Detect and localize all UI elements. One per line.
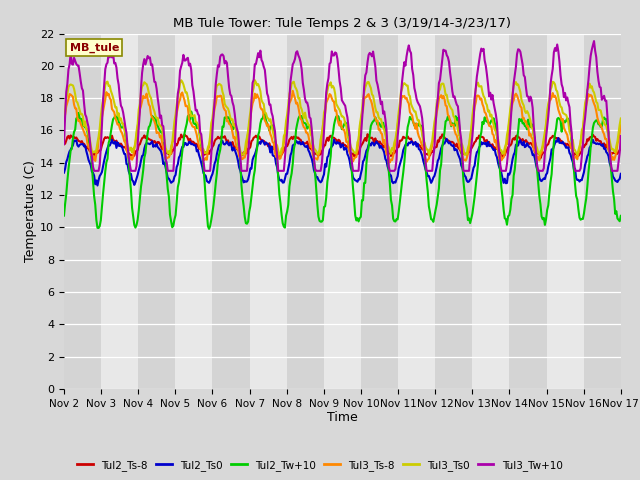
Bar <box>435 34 472 389</box>
Bar <box>287 34 324 389</box>
Legend: Tul2_Ts-8, Tul2_Ts0, Tul2_Tw+10, Tul3_Ts-8, Tul3_Ts0, Tul3_Tw+10: Tul2_Ts-8, Tul2_Ts0, Tul2_Tw+10, Tul3_Ts… <box>73 456 567 475</box>
Y-axis label: Temperature (C): Temperature (C) <box>24 160 37 262</box>
Title: MB Tule Tower: Tule Temps 2 & 3 (3/19/14-3/23/17): MB Tule Tower: Tule Temps 2 & 3 (3/19/14… <box>173 17 511 30</box>
Text: MB_tule: MB_tule <box>70 42 119 53</box>
Bar <box>212 34 250 389</box>
X-axis label: Time: Time <box>327 411 358 424</box>
Bar <box>138 34 175 389</box>
Bar <box>509 34 547 389</box>
Bar <box>64 34 101 389</box>
Bar <box>584 34 621 389</box>
Bar <box>361 34 398 389</box>
